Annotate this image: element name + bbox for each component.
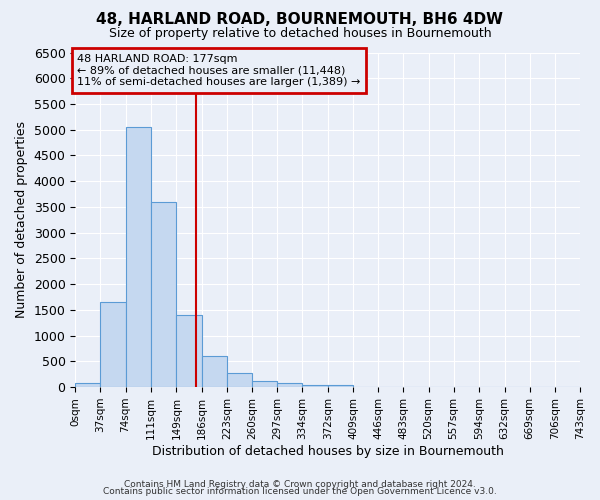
- Bar: [125, 127, 151, 387]
- X-axis label: Distribution of detached houses by size in Bournemouth: Distribution of detached houses by size …: [152, 444, 503, 458]
- Text: Size of property relative to detached houses in Bournemouth: Size of property relative to detached ho…: [109, 28, 491, 40]
- Text: Contains HM Land Registry data © Crown copyright and database right 2024.: Contains HM Land Registry data © Crown c…: [124, 480, 476, 489]
- Text: 48 HARLAND ROAD: 177sqm
← 89% of detached houses are smaller (11,448)
11% of sem: 48 HARLAND ROAD: 177sqm ← 89% of detache…: [77, 54, 361, 87]
- Bar: [100, 302, 125, 387]
- Text: 48, HARLAND ROAD, BOURNEMOUTH, BH6 4DW: 48, HARLAND ROAD, BOURNEMOUTH, BH6 4DW: [97, 12, 503, 28]
- Bar: [302, 384, 328, 387]
- Bar: [328, 384, 353, 387]
- Bar: [227, 373, 252, 387]
- Text: Contains public sector information licensed under the Open Government Licence v3: Contains public sector information licen…: [103, 488, 497, 496]
- Bar: [252, 380, 277, 387]
- Bar: [277, 383, 302, 387]
- Bar: [75, 383, 100, 387]
- Y-axis label: Number of detached properties: Number of detached properties: [15, 122, 28, 318]
- Bar: [202, 356, 227, 387]
- Bar: [151, 202, 176, 387]
- Bar: [176, 315, 202, 387]
